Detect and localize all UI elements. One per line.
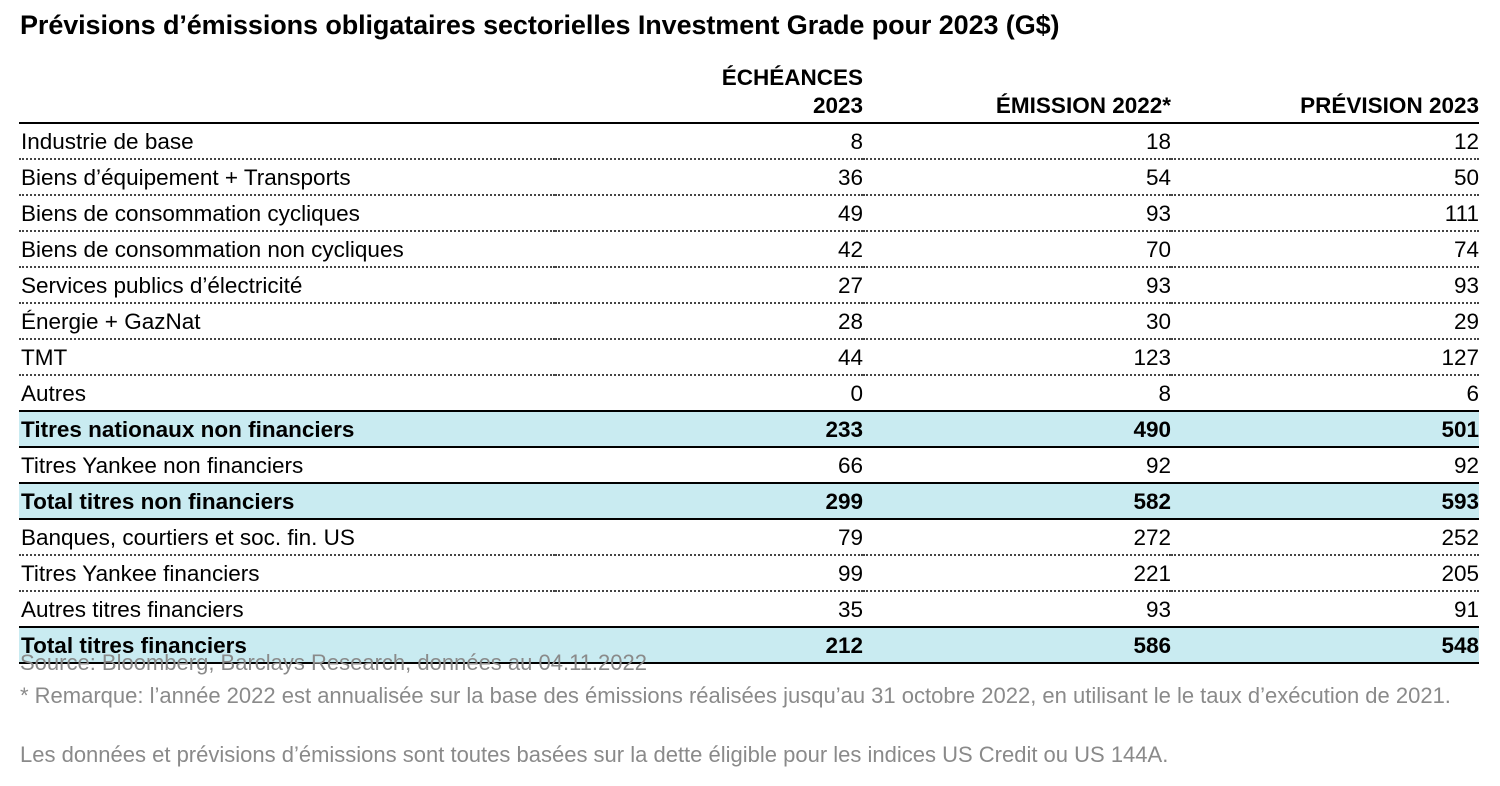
- table-row: Biens de consommation cycliques 49 93 111: [19, 195, 1479, 232]
- cell-forecast-2023: 29: [1171, 303, 1479, 340]
- table-row: Industrie de base 8 18 12: [19, 123, 1479, 160]
- row-label: Banques, courtiers et soc. fin. US: [19, 519, 555, 556]
- cell-issuance-2022: 8: [863, 375, 1171, 412]
- cell-issuance-2022: 18: [863, 123, 1171, 160]
- row-label: Autres: [19, 375, 555, 412]
- cell-maturities-2023: 27: [555, 267, 863, 304]
- issuance-forecast-table: ÉCHÉANCES 2023 ÉMISSION 2022* PRÉVISION …: [19, 62, 1479, 664]
- row-label: Biens de consommation cycliques: [19, 195, 555, 232]
- cell-issuance-2022: 93: [863, 267, 1171, 304]
- cell-maturities-2023: 299: [555, 483, 863, 520]
- total-row: Total titres financiers 212 586 548: [19, 627, 1479, 664]
- cell-forecast-2023: 548: [1171, 627, 1479, 664]
- table-row: Autres 0 8 6: [19, 375, 1479, 412]
- cell-maturities-2023: 66: [555, 447, 863, 484]
- row-label: Énergie + GazNat: [19, 303, 555, 340]
- cell-issuance-2022: 582: [863, 483, 1171, 520]
- row-label: Industrie de base: [19, 123, 555, 160]
- cell-issuance-2022: 586: [863, 627, 1171, 664]
- cell-forecast-2023: 50: [1171, 159, 1479, 196]
- cell-forecast-2023: 501: [1171, 411, 1479, 448]
- header-maturities-line1: ÉCHÉANCES: [721, 65, 863, 90]
- cell-forecast-2023: 111: [1171, 195, 1479, 232]
- cell-forecast-2023: 252: [1171, 519, 1479, 556]
- cell-maturities-2023: 49: [555, 195, 863, 232]
- table-row: Titres Yankee non financiers 66 92 92: [19, 447, 1479, 484]
- cell-maturities-2023: 28: [555, 303, 863, 340]
- cell-maturities-2023: 79: [555, 519, 863, 556]
- total-row: Titres nationaux non financiers 233 490 501: [19, 411, 1479, 448]
- cell-issuance-2022: 93: [863, 195, 1171, 232]
- cell-maturities-2023: 8: [555, 123, 863, 160]
- header-maturities-2023: ÉCHÉANCES 2023: [555, 62, 863, 124]
- cell-maturities-2023: 35: [555, 591, 863, 628]
- cell-maturities-2023: 99: [555, 555, 863, 592]
- table-row: TMT 44 123 127: [19, 339, 1479, 376]
- cell-issuance-2022: 70: [863, 231, 1171, 268]
- cell-maturities-2023: 36: [555, 159, 863, 196]
- cell-forecast-2023: 74: [1171, 231, 1479, 268]
- cell-issuance-2022: 54: [863, 159, 1171, 196]
- cell-maturities-2023: 0: [555, 375, 863, 412]
- table-row: Biens de consommation non cycliques 42 70 7…: [19, 231, 1479, 268]
- cell-maturities-2023: 44: [555, 339, 863, 376]
- cell-issuance-2022: 490: [863, 411, 1171, 448]
- cell-forecast-2023: 92: [1171, 447, 1479, 484]
- cell-issuance-2022: 272: [863, 519, 1171, 556]
- header-label-column: [19, 62, 555, 124]
- cell-forecast-2023: 205: [1171, 555, 1479, 592]
- source-note: Source: Bloomberg, Barclays Research, do…: [20, 650, 647, 675]
- cell-maturities-2023: 212: [555, 627, 863, 664]
- row-label: Total titres financiers: [19, 627, 555, 664]
- footnote-basis: Les données et prévisions d’émissions so…: [20, 742, 1169, 767]
- header-issuance-2022: ÉMISSION 2022*: [863, 62, 1171, 124]
- header-row: ÉCHÉANCES 2023 ÉMISSION 2022* PRÉVISION …: [19, 62, 1479, 124]
- cell-forecast-2023: 91: [1171, 591, 1479, 628]
- cell-forecast-2023: 6: [1171, 375, 1479, 412]
- cell-forecast-2023: 127: [1171, 339, 1479, 376]
- row-label: Titres Yankee financiers: [19, 555, 555, 592]
- cell-forecast-2023: 12: [1171, 123, 1479, 160]
- cell-issuance-2022: 93: [863, 591, 1171, 628]
- cell-issuance-2022: 30: [863, 303, 1171, 340]
- footnote-remark: * Remarque: l’année 2022 est annualisée …: [20, 683, 1451, 708]
- table-row: Autres titres financiers 35 93 91: [19, 591, 1479, 628]
- cell-maturities-2023: 42: [555, 231, 863, 268]
- header-forecast-2023: PRÉVISION 2023: [1171, 62, 1479, 124]
- row-label: Total titres non financiers: [19, 483, 555, 520]
- cell-forecast-2023: 93: [1171, 267, 1479, 304]
- row-label: Titres nationaux non financiers: [19, 411, 555, 448]
- row-label: Titres Yankee non financiers: [19, 447, 555, 484]
- table-row: Titres Yankee financiers 99 221 205: [19, 555, 1479, 592]
- cell-maturities-2023: 233: [555, 411, 863, 448]
- total-row: Total titres non financiers 299 582 593: [19, 483, 1479, 520]
- table-title: Prévisions d’émissions obligataires sect…: [20, 10, 1060, 40]
- row-label: Biens d’équipement + Transports: [19, 159, 555, 196]
- table-row: Banques, courtiers et soc. fin. US 79 272 2…: [19, 519, 1479, 556]
- cell-issuance-2022: 123: [863, 339, 1171, 376]
- row-label: TMT: [19, 339, 555, 376]
- cell-issuance-2022: 92: [863, 447, 1171, 484]
- row-label: Autres titres financiers: [19, 591, 555, 628]
- header-maturities-line2: 2023: [812, 93, 863, 118]
- cell-issuance-2022: 221: [863, 555, 1171, 592]
- table-row: Énergie + GazNat 28 30 29: [19, 303, 1479, 340]
- table-body: Industrie de base 8 18 12 Biens d’équipement…: [19, 123, 1479, 664]
- table-row: Services publics d’électricité 27 93 93: [19, 267, 1479, 304]
- row-label: Biens de consommation non cycliques: [19, 231, 555, 268]
- table-row: Biens d’équipement + Transports 36 54 50: [19, 159, 1479, 196]
- row-label: Services publics d’électricité: [19, 267, 555, 304]
- cell-forecast-2023: 593: [1171, 483, 1479, 520]
